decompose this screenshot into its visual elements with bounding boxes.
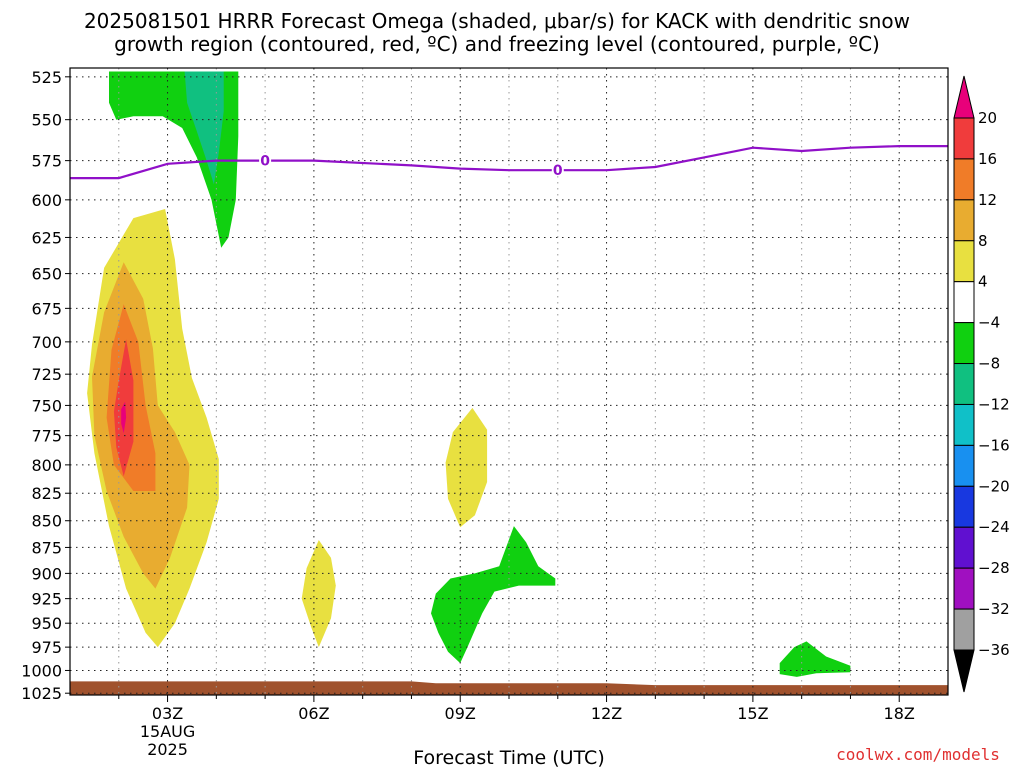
x-tick-label: 15Z — [737, 704, 768, 723]
colorbar-bin — [953, 240, 975, 283]
y-tick-label: 725 — [31, 365, 62, 384]
y-tick-label: 900 — [31, 564, 62, 583]
freezing-level-label: 0 — [553, 163, 563, 179]
credit-link[interactable]: coolwx.com/models — [836, 745, 1000, 764]
colorbar-label: −12 — [978, 395, 1010, 413]
colorbar-bin — [953, 444, 975, 487]
x-tick-label: 09Z — [445, 704, 476, 723]
y-tick-label: 950 — [31, 614, 62, 633]
y-tick-label: 975 — [31, 638, 62, 657]
y-tick-label: 925 — [31, 590, 62, 609]
y-tick-label: 750 — [31, 396, 62, 415]
omega-shading — [87, 71, 851, 677]
y-tick-label: 600 — [31, 191, 62, 210]
y-tick-label: 525 — [31, 68, 62, 87]
omega-region — [301, 540, 336, 648]
y-tick-label: 1000 — [21, 661, 62, 680]
y-tick-label: 550 — [31, 111, 62, 130]
colorbar-label: 16 — [978, 150, 997, 168]
colorbar-bin — [953, 485, 975, 528]
colorbar-label: −16 — [978, 436, 1010, 454]
colorbar-label: −32 — [978, 600, 1010, 618]
colorbar-bin — [953, 199, 975, 242]
x-tick-label: 06Z — [298, 704, 329, 723]
colorbar-bin — [953, 322, 975, 365]
freezing-level-label-bg — [259, 152, 272, 167]
y-tick-label: 650 — [31, 265, 62, 284]
colorbar-bin — [953, 158, 975, 201]
colorbar-bin — [953, 117, 975, 160]
y-tick-label: 700 — [31, 333, 62, 352]
y-tick-label: 850 — [31, 512, 62, 531]
colorbar-label: 4 — [978, 273, 988, 291]
x-tick-label: 03Z — [152, 704, 183, 723]
x-tick-label: 18Z — [884, 704, 915, 723]
colorbar-label: −24 — [978, 518, 1010, 536]
y-tick-label: 875 — [31, 538, 62, 557]
colorbar-label: −36 — [978, 641, 1010, 659]
x-tick-label: 12Z — [591, 704, 622, 723]
y-tick-label: 1025 — [21, 684, 62, 703]
y-tick-label: 800 — [31, 456, 62, 475]
y-tick-label: 775 — [31, 427, 62, 446]
colorbar: 20 16 12 8 4 −4 −8 −12 −16 −20 −24 −28 −32 −36 — [953, 75, 1010, 693]
omega-region — [431, 526, 556, 664]
colorbar-top-arrow — [953, 75, 975, 119]
omega-region — [121, 401, 127, 434]
y-tick-label: 575 — [31, 152, 62, 171]
colorbar-bin — [953, 567, 975, 610]
colorbar-bin — [953, 281, 975, 324]
ground-fill — [70, 681, 948, 695]
x-axis-label: Forecast Time (UTC) — [413, 747, 604, 768]
y-tick-label: 675 — [31, 299, 62, 318]
omega-region — [445, 407, 488, 528]
omega-region — [184, 71, 224, 185]
colorbar-label: −4 — [978, 314, 1000, 332]
colorbar-bin — [953, 363, 975, 405]
omega-region — [779, 641, 851, 677]
x-tick-year: 2025 — [147, 740, 188, 759]
colorbar-bin — [953, 526, 975, 569]
freezing-level-contour: 00 — [70, 145, 948, 180]
colorbar-bin — [953, 403, 975, 446]
colorbar-bottom-arrow — [953, 649, 975, 693]
colorbar-label: −20 — [978, 477, 1010, 495]
colorbar-label: 12 — [978, 191, 997, 209]
freezing-level-label-bg — [551, 162, 564, 177]
colorbar-bin — [953, 608, 975, 651]
colorbar-label: −28 — [978, 559, 1010, 577]
y-axis-pressure-ticks: 525 550 575 600 625 650 675 700 725 750 775 800 825 8… — [21, 68, 70, 703]
chart-title-line-1: 2025081501 HRRR Forecast Omega (shaded, … — [84, 9, 910, 33]
y-tick-label: 825 — [31, 484, 62, 503]
y-tick-label: 625 — [31, 228, 62, 247]
ground-surface — [70, 681, 948, 695]
freezing-level-label: 0 — [260, 154, 270, 170]
chart-title-line-2: growth region (contoured, red, ºC) and f… — [114, 32, 880, 56]
colorbar-label: 20 — [978, 109, 997, 127]
grid-lines — [70, 68, 948, 695]
colorbar-label: 8 — [978, 232, 988, 250]
x-tick-date: 15AUG — [140, 722, 195, 741]
colorbar-label: −8 — [978, 355, 1000, 373]
